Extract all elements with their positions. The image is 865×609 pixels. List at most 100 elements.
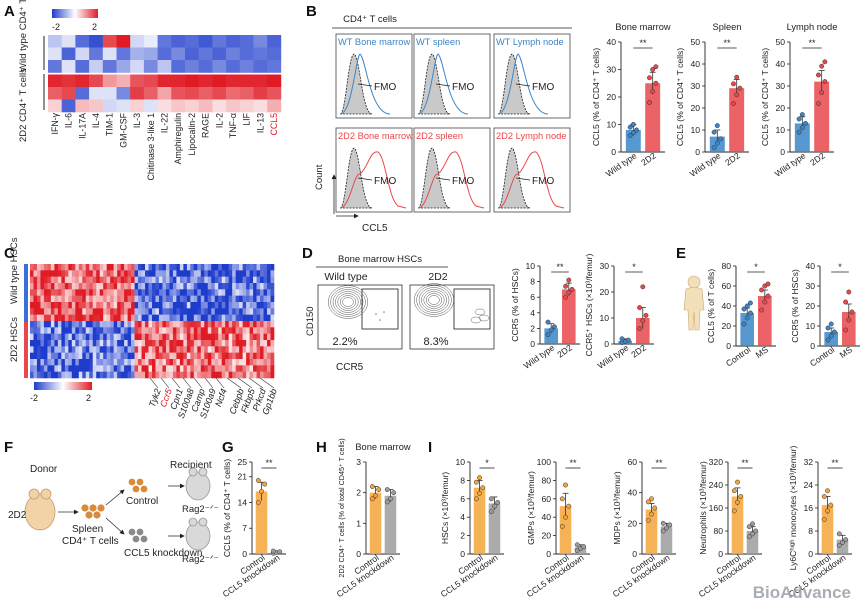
heatmap-c-cell	[89, 289, 94, 296]
bar-chart-point	[714, 140, 720, 146]
heatmap-c-cell	[127, 365, 132, 372]
heatmap-c-cell	[120, 308, 125, 315]
heatmap-c-cell	[131, 295, 135, 303]
heatmap-c-cell	[207, 276, 212, 284]
heatmap-c-cell	[138, 314, 142, 322]
panel-label-c: C	[4, 245, 15, 262]
bar-chart-point	[630, 122, 636, 127]
heatmap-c-cell	[124, 359, 128, 366]
heatmap-c-cell	[249, 314, 254, 322]
heatmap-c-cell	[40, 340, 45, 347]
heatmap-c-cell	[204, 302, 209, 309]
bar-chart-point	[647, 100, 652, 105]
bar-chart-tick-label: 10	[455, 457, 465, 467]
heatmap-c-cell	[256, 340, 261, 347]
bar-chart-point	[738, 494, 744, 499]
heatmap-c-cell	[172, 346, 177, 353]
heatmap-c-cell	[193, 327, 198, 334]
heatmap-a-cell	[102, 74, 117, 88]
heatmap-c-cell	[47, 352, 52, 360]
flow-d-contour-ring	[428, 295, 440, 305]
heatmap-c-cell	[43, 289, 48, 296]
bar-chart-tick-label: 0	[726, 341, 731, 351]
heatmap-c-cell	[249, 276, 254, 284]
heatmap-c-cell	[96, 365, 101, 372]
heatmap-c-cell	[68, 321, 73, 328]
heatmap-c-cell	[78, 333, 83, 341]
heatmap-a-cell	[171, 60, 186, 73]
bar-chart-tick-label: 0	[632, 549, 637, 559]
bar-chart-bar	[729, 88, 745, 152]
bar-chart-point	[640, 284, 646, 290]
heatmap-c-cell	[242, 333, 247, 341]
heatmap-c-cell	[193, 270, 198, 277]
heatmap-c-cell	[50, 352, 55, 360]
heatmap-c-cell	[190, 352, 195, 360]
bar-chart-tick-label: 6	[530, 292, 535, 302]
heatmap-c-cell	[54, 340, 59, 347]
heatmap-c-cell	[148, 276, 153, 284]
heatmap-c-cell	[103, 289, 107, 296]
heatmap-c-cell	[179, 340, 184, 347]
heatmap-a-cell	[48, 87, 62, 100]
bar-chart-y-label: Ly6Cʰᶦᵍʰ monocytes (×10³/femur)	[788, 445, 798, 570]
bar-chart-bar	[740, 313, 754, 346]
heatmap-c-cell	[124, 276, 128, 284]
heatmap-c-cell	[169, 302, 174, 309]
heatmap-c-cell	[246, 264, 250, 271]
heatmap-c-cell	[71, 340, 76, 347]
heatmap-c-cell	[33, 327, 38, 334]
flow-d-contour-ring	[478, 314, 490, 322]
heatmap-c-cell	[131, 346, 135, 353]
heatmap-a-cell	[143, 47, 158, 61]
heatmap-c-cell	[221, 333, 226, 341]
heatmap-c-cell	[124, 327, 128, 334]
heatmap-c-cell	[148, 302, 153, 309]
heatmap-a-cell	[75, 47, 90, 61]
heatmap-c-cell	[249, 333, 254, 341]
heatmap-c-cell	[190, 346, 195, 353]
heatmap-c-cell	[176, 283, 181, 290]
heatmap-c-cell	[106, 314, 111, 322]
heatmap-c-cell	[152, 346, 156, 353]
heatmap-c-cell	[176, 321, 181, 328]
heatmap-c-cell	[232, 346, 236, 353]
heatmap-c-cell	[232, 276, 236, 284]
histogram-sample-curve	[339, 53, 391, 115]
heatmap-c-cell	[165, 264, 170, 271]
heatmap-c-cell	[61, 270, 66, 277]
heatmap-c-cell	[165, 276, 170, 284]
heatmap-c-cell	[43, 302, 48, 309]
heatmap-c-cell	[54, 327, 59, 334]
heatmap-c-cell	[260, 346, 264, 353]
heatmap-c-cell	[165, 289, 170, 296]
heatmap-c-cell	[36, 314, 41, 322]
heatmap-a-column-label: IL-22	[159, 113, 169, 133]
heatmap-c-cell	[131, 321, 135, 328]
heatmap-c-cell	[228, 302, 233, 309]
heatmap-c-cell	[256, 264, 261, 271]
bar-chart-point	[619, 336, 625, 342]
heatmap-c-cell	[193, 295, 198, 303]
bar-chart-point	[259, 488, 264, 494]
heatmap-c-cell	[78, 365, 83, 372]
bar-chart-tick-label: 50	[690, 37, 700, 47]
heatmap-c-cell	[267, 359, 271, 366]
bar-chart-bar	[384, 495, 397, 554]
heatmap-c-cell	[54, 359, 59, 366]
heatmap-c-cell	[186, 346, 191, 353]
heatmap-c-cell	[75, 276, 80, 284]
bar-chart-significance: **	[741, 458, 749, 468]
heatmap-c-cell	[33, 302, 38, 309]
heatmap-c-cell	[78, 340, 83, 347]
heatmap-c-cell	[256, 283, 261, 290]
heatmap-c-cell	[253, 321, 257, 328]
heatmap-c-gene-leader	[182, 377, 192, 389]
heatmap-c-cell	[75, 302, 80, 309]
heatmap-c-cell	[249, 264, 254, 271]
histogram-fmo-curve	[497, 53, 531, 115]
heatmap-c-cell	[82, 270, 87, 277]
heatmap-c-cell	[78, 270, 83, 277]
heatmap-c-cell	[71, 289, 76, 296]
heatmap-c-cell	[235, 333, 240, 341]
